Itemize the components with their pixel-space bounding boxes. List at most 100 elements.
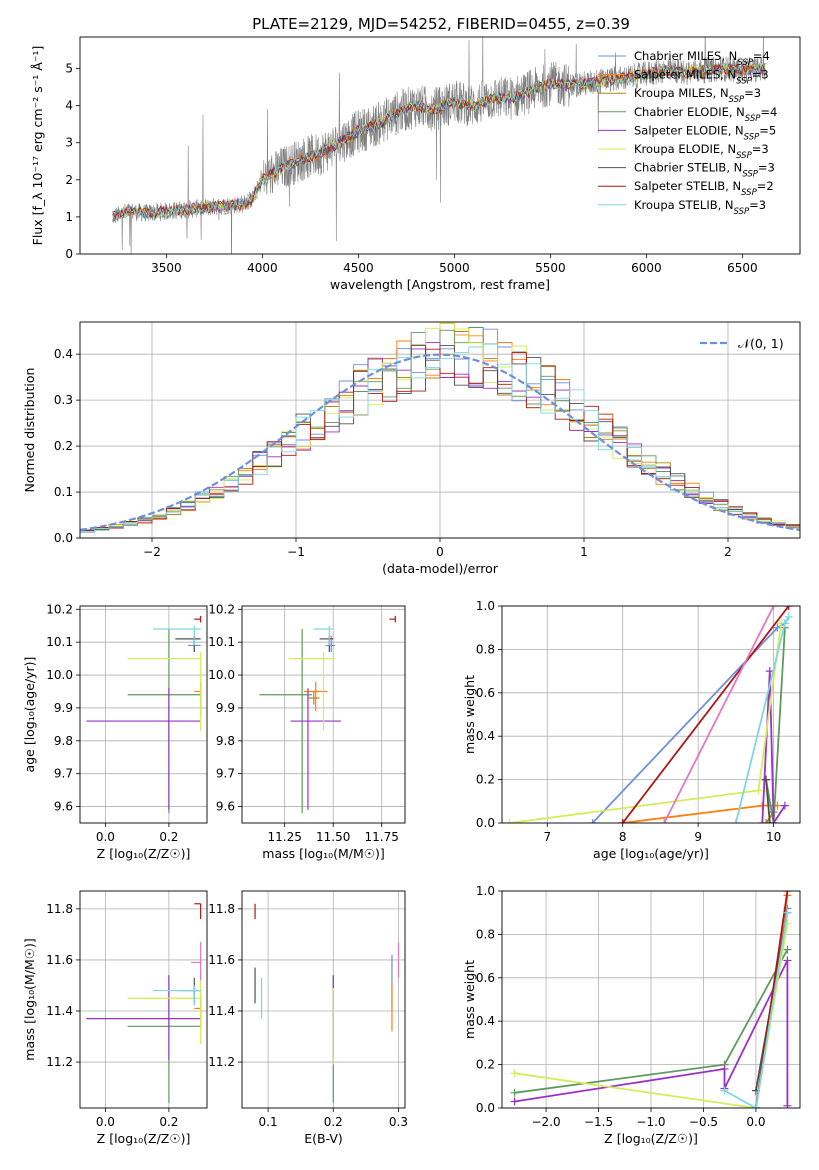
plot-area [505,606,793,823]
x-tick-label: −1.0 [636,1115,665,1129]
axes-frame [79,321,801,539]
mass-weight-marker [783,945,792,954]
x-tick-label: 3500 [151,261,182,275]
mass-weight-line-6 [765,779,771,823]
x-tick-label: 7 [543,830,551,844]
y-axis-label: mass weight [462,675,477,754]
errorbar-point-2 [307,691,320,705]
plot-area [86,615,202,814]
y-tick-label: 10.0 [208,668,235,682]
x-axis-label: Z [log₁₀(Z/Z☉)] [97,846,191,861]
x-tick-label: −2 [143,545,161,559]
y-tick-label: 0.6 [476,971,495,985]
errorbar-point-1 [194,681,202,715]
axes-frame [79,605,208,824]
legend-label-0: Chabrier MILES, NSSP=4 [634,49,770,68]
x-tick-label: 1 [580,545,588,559]
errorbar-point-5 [288,652,336,731]
gaussian-reference [80,353,800,531]
mass-weight-line-0 [591,622,786,823]
y-tick-label: 10.0 [46,668,73,682]
x-axis-label: age [log₁₀(age/yr)] [593,846,709,861]
y-tick-label: 11.6 [208,953,235,967]
x-tick-label: 4000 [247,261,278,275]
y-tick-label: 11.4 [208,1004,235,1018]
y-tick-label: 0.4 [476,729,495,743]
x-tick-label: 11.50 [316,830,350,844]
x-tick-label: 0.0 [96,1115,115,1129]
panel-residuals: −2 −1 0 1 2 0.0 0.1 0.2 0.3 0.4 (data-model)/error… [22,321,801,576]
x-axis-label: Z [log₁₀(Z/Z☉)] [604,1131,698,1146]
y-tick-label: 0.0 [476,816,495,830]
y-tick-label: 0.8 [476,642,495,656]
x-tick-label: −0.5 [689,1115,718,1129]
figure-title: PLATE=2129, MJD=54252, FIBERID=0455, z=0… [252,15,630,33]
y-tick-label: 0.4 [476,1014,495,1028]
y-tick-label: 0.6 [476,686,495,700]
legend-label-3: Chabrier ELODIE, NSSP=4 [634,105,777,124]
x-tick-label: 10 [766,830,781,844]
x-tick-label: 0.1 [259,1115,278,1129]
y-tick-label: 9.7 [216,767,235,781]
panel-mass_vs_EBV: 0.1 0.2 0.3 11.2 11.4 11.6 11.8 E(B-V) [208,890,408,1146]
y-tick-label: 10.2 [208,602,235,616]
x-tick-label: 0.0 [96,830,115,844]
mass-weight-line-1 [622,804,778,823]
legend-label-2: Kroupa MILES, NSSP=3 [634,86,761,105]
errorbar-point-7 [389,615,396,623]
y-tick-label: 4 [65,99,73,113]
x-axis-label: (data-model)/error [382,561,499,576]
x-tick-label: 0.2 [324,1115,343,1129]
y-tick-label: 11.2 [208,1055,235,1069]
y-tick-label: 0.2 [54,439,73,453]
y-tick-label: 9.7 [54,767,73,781]
mass-weight-line-4 [761,671,786,823]
panel-mw_vs_Z: −2.0 −1.5 −1.0 −0.5 0.0 0.0 0.2 0.4 0.6 0.8 1.0 Z [… [462,884,801,1146]
x-axis-label: wavelength [Angstrom, rest frame] [330,277,550,292]
mass-weight-marker [720,1064,729,1073]
mass-weight-marker [769,606,778,610]
x-tick-label: −1 [287,545,305,559]
errorbar-point-4 [86,975,201,1060]
histogram-5 [80,322,800,532]
x-tick-label: 5000 [439,261,470,275]
y-axis-label: mass [log₁₀(M/M☉)] [22,938,37,1060]
mass-weight-marker [660,819,669,823]
x-tick-label: 6500 [727,261,758,275]
x-tick-label: 2 [724,545,732,559]
mass-weight-marker [784,612,793,621]
x-tick-label: 0.0 [746,1115,765,1129]
errorbar-point-7 [194,903,202,920]
mass-weight-line-7 [621,606,790,823]
axes-frame [79,36,801,255]
panel-age_vs_Z: 0.0 0.2 9.6 9.7 9.8 9.9 10.0 10.1 10.2 Z [log₁₀(Z… [22,602,208,861]
mass-weight-marker [783,956,792,965]
mass-weight-marker [780,801,789,810]
model-spectrum-8 [112,62,766,222]
y-tick-label: 9.9 [54,701,73,715]
mass-weight-line-8 [735,616,790,823]
y-tick-label: 2 [65,173,73,187]
x-tick-label: 8 [619,830,627,844]
axes-frame [501,605,801,824]
mass-weight-line-4 [514,923,789,1108]
y-tick-label: 11.2 [46,1055,73,1069]
y-tick-label: 10.2 [46,602,73,616]
errorbar-point-5 [127,652,202,731]
x-tick-label: 4500 [343,261,374,275]
legend-label-4: Salpeter ELODIE, NSSP=5 [634,123,776,142]
y-axis-label: age [log₁₀(age/yr)] [22,657,37,773]
plot-area [510,891,792,1108]
y-tick-label: 5 [65,62,73,76]
y-tick-label: 11.4 [46,1004,73,1018]
errorbar-point-5 [127,972,202,1045]
errorbar-point-9 [191,942,202,981]
mass-weight-marker [783,1101,792,1108]
y-tick-label: 9.6 [216,800,235,814]
y-axis-label: Flux [f_λ 10⁻¹⁷ erg cm⁻² s⁻¹ Å⁻¹] [30,46,45,246]
legend-label-7: Salpeter STELIB, NSSP=2 [634,179,774,198]
x-tick-label: 0.2 [159,1115,178,1129]
errorbar-point-8 [153,625,201,646]
mass-weight-marker [769,819,778,823]
mass-weight-marker [510,1069,519,1078]
